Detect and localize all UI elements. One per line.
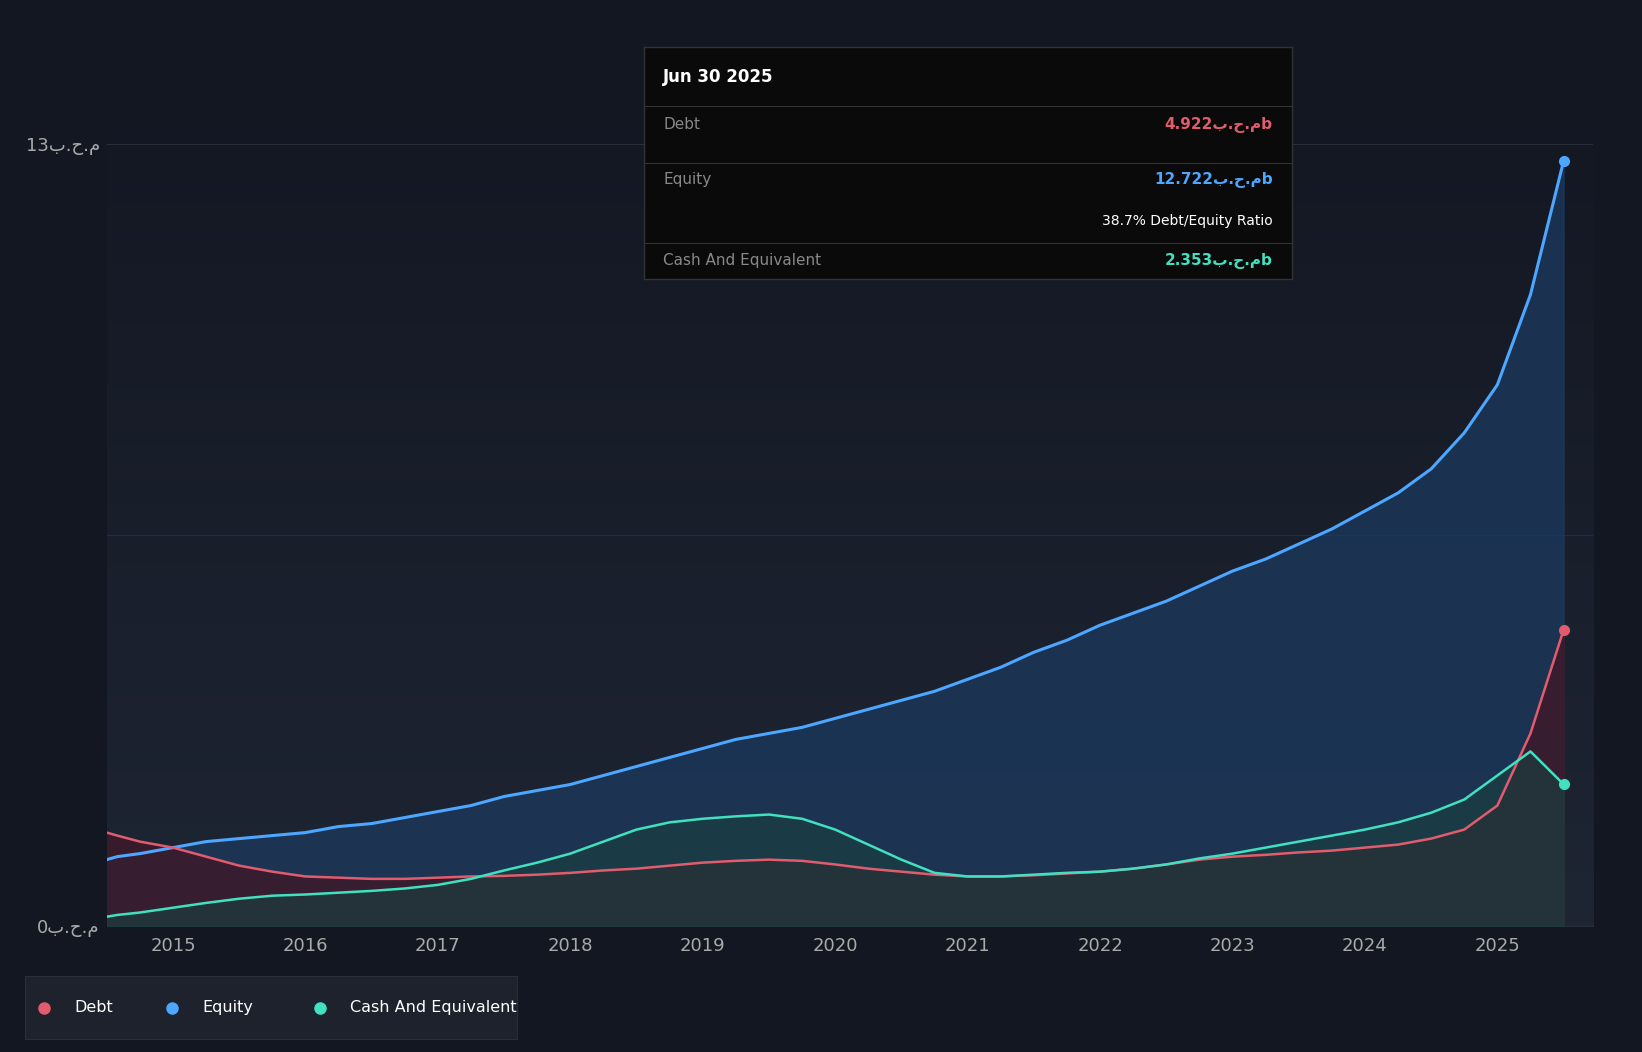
Text: Cash And Equivalent: Cash And Equivalent (663, 254, 821, 268)
Text: 2.353ب.ح.مb: 2.353ب.ح.مb (1164, 254, 1273, 269)
Text: 38.7% Debt/Equity Ratio: 38.7% Debt/Equity Ratio (1102, 214, 1273, 228)
Text: 12.722ب.ح.مb: 12.722ب.ح.مb (1154, 173, 1273, 188)
Text: 4.922ب.ح.مb: 4.922ب.ح.مb (1164, 117, 1273, 133)
Text: Equity: Equity (663, 173, 711, 187)
Text: Debt: Debt (663, 117, 699, 132)
Text: Cash And Equivalent: Cash And Equivalent (350, 1000, 516, 1015)
Text: Debt: Debt (74, 1000, 113, 1015)
Text: Jun 30 2025: Jun 30 2025 (663, 68, 773, 86)
Text: Equity: Equity (202, 1000, 253, 1015)
